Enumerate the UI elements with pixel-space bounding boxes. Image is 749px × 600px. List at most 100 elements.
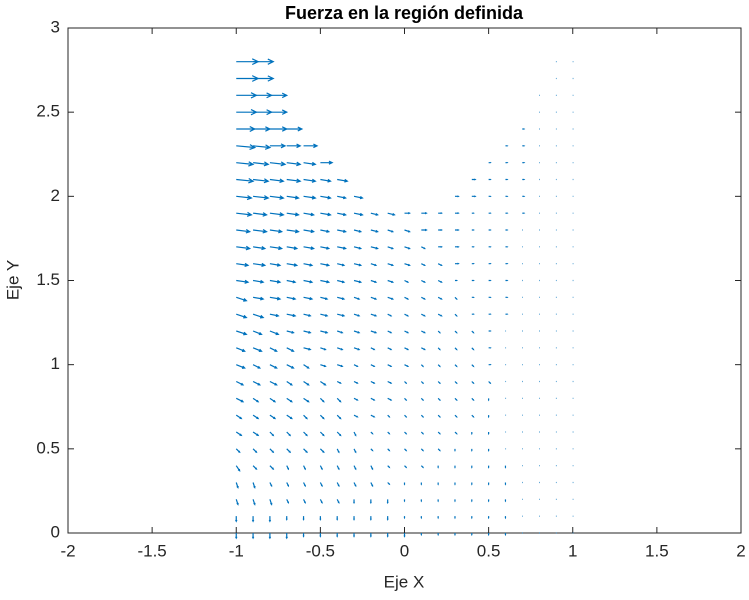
arrow: [236, 211, 253, 217]
arrow: [337, 212, 347, 217]
arrow: [320, 381, 327, 386]
arrow: [370, 296, 378, 300]
arrow: [353, 414, 359, 418]
arrow: [303, 431, 308, 437]
x-tick-label: -1.5: [137, 541, 166, 560]
arrow: [353, 263, 363, 267]
arrow: [286, 246, 299, 250]
arrow: [353, 296, 361, 300]
arrow: [236, 279, 250, 284]
arrow: [437, 313, 443, 317]
arrow: [286, 212, 300, 217]
arrow: [387, 448, 391, 452]
arrow: [471, 397, 475, 401]
arrow: [285, 516, 288, 521]
arrow: [337, 246, 347, 250]
arrow: [421, 246, 426, 250]
arrow: [303, 364, 310, 369]
arrow: [286, 364, 295, 369]
arrow: [286, 482, 290, 488]
arrow: [403, 533, 406, 538]
arrow: [454, 414, 458, 418]
arrow: [252, 499, 256, 506]
arrow: [236, 330, 248, 336]
arrow: [370, 397, 376, 401]
arrow: [420, 397, 424, 401]
arrow: [269, 448, 275, 454]
arrow: [369, 499, 372, 505]
arrow: [235, 414, 243, 420]
arrow: [269, 143, 287, 149]
arrow: [252, 482, 256, 489]
arrow: [438, 229, 443, 231]
arrow: [303, 143, 319, 149]
arrow: [353, 516, 356, 521]
arrow: [235, 448, 241, 454]
arrow: [404, 431, 408, 435]
arrow: [303, 229, 316, 234]
arrow: [320, 296, 329, 301]
arrow: [437, 296, 443, 300]
arrow: [236, 364, 246, 369]
arrow: [269, 397, 277, 403]
arrow: [387, 263, 395, 267]
arrow: [269, 313, 280, 318]
arrow: [252, 465, 258, 471]
arrow: [253, 109, 273, 116]
arrow: [269, 161, 287, 167]
x-axis-label: Eje X: [384, 572, 425, 591]
arrow: [320, 246, 331, 250]
arrow: [235, 380, 245, 386]
arrow: [420, 364, 424, 368]
arrow: [252, 246, 267, 251]
y-axis-label: Eje Y: [3, 260, 22, 300]
arrow: [320, 178, 332, 183]
arrow: [253, 126, 272, 132]
arrow: [437, 414, 441, 418]
arrow: [387, 229, 395, 233]
arrow: [336, 380, 342, 384]
arrow: [252, 279, 265, 284]
arrow: [336, 414, 342, 420]
arrow: [454, 381, 458, 385]
arrow: [236, 161, 255, 167]
arrow: [387, 279, 395, 283]
arrow: [269, 178, 285, 184]
arrow: [421, 279, 426, 283]
arrow: [236, 144, 257, 151]
arrow: [336, 533, 339, 538]
arrow: [370, 330, 378, 334]
arrow: [235, 431, 243, 437]
arrow: [454, 262, 460, 265]
arrow: [286, 414, 293, 420]
arrow: [303, 448, 308, 454]
arrow: [387, 347, 393, 351]
arrow: [404, 448, 408, 452]
arrow: [252, 347, 263, 352]
arrow: [286, 195, 300, 200]
arrow: [337, 313, 346, 317]
arrow: [404, 296, 410, 300]
arrow: [370, 364, 376, 367]
arrow: [286, 296, 297, 301]
arrow: [337, 178, 349, 183]
arrow: [404, 381, 408, 385]
arrow: [386, 516, 389, 521]
arrow: [269, 482, 273, 488]
arrow: [252, 380, 262, 386]
arrow: [370, 263, 378, 267]
arrow: [404, 364, 410, 367]
arrow: [337, 195, 347, 200]
arrow: [387, 465, 391, 469]
arrow: [387, 246, 395, 250]
arrow: [454, 245, 460, 248]
arrow: [337, 296, 346, 301]
arrow: [236, 245, 252, 251]
arrow: [353, 195, 364, 200]
arrow: [420, 465, 424, 469]
arrow: [253, 228, 268, 234]
arrow: [286, 263, 299, 267]
arrow: [269, 229, 284, 234]
arrow: [269, 279, 282, 284]
y-tick-label: 2.5: [36, 102, 60, 121]
